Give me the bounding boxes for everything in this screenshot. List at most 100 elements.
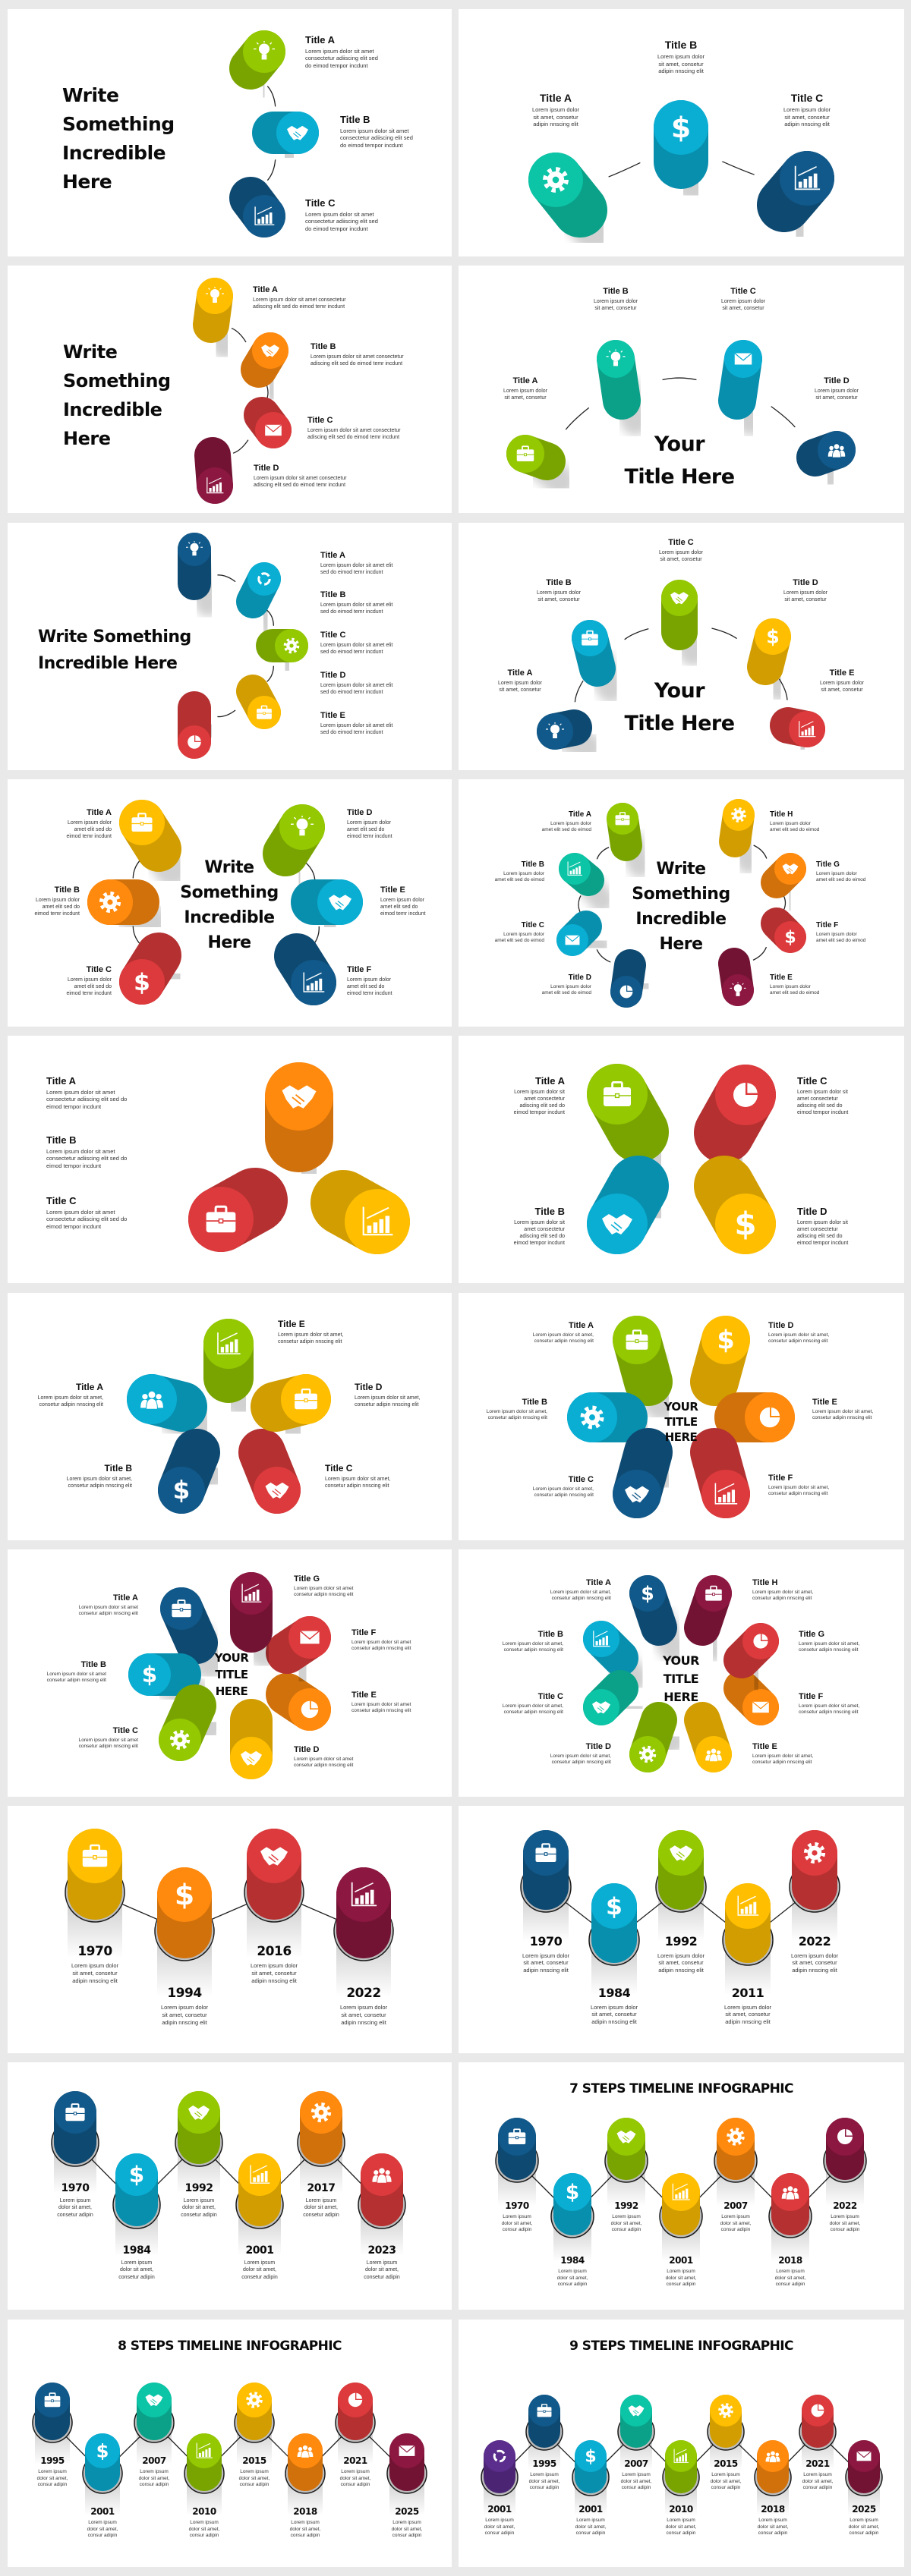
item-pin[interactable] (127, 1374, 216, 1447)
timeline-node[interactable] (32, 2383, 73, 2465)
timeline-node[interactable] (244, 1829, 304, 1958)
timeline-node[interactable]: $ (550, 2173, 594, 2262)
timeline-node[interactable] (520, 1830, 572, 1942)
item-pin[interactable] (193, 278, 240, 360)
item-pin[interactable] (770, 707, 825, 760)
timeline-node[interactable] (525, 2395, 563, 2471)
item-pin[interactable] (203, 1319, 263, 1418)
infographic-slide[interactable]: $ YOUR TITLE HERE Title A Lorem ipsum dolor s… (459, 1293, 904, 1540)
timeline-slide[interactable]: $1970 Lorem ipsum dolor sit amet, consetu… (459, 1806, 904, 2053)
timeline-node[interactable] (495, 2118, 539, 2206)
item-pin[interactable]: $ (158, 1429, 229, 1514)
item-pin[interactable] (244, 397, 292, 450)
item-pin[interactable] (559, 853, 615, 913)
timeline-node[interactable] (234, 2383, 275, 2465)
item-pin[interactable] (251, 1374, 331, 1447)
timeline-node[interactable] (386, 2433, 427, 2516)
item-pin[interactable] (238, 1429, 301, 1514)
item-pin[interactable] (266, 1616, 331, 1690)
timeline-node[interactable] (659, 2173, 703, 2262)
timeline-node[interactable] (845, 2440, 883, 2516)
item-pin[interactable] (528, 153, 616, 252)
item-pin[interactable] (119, 800, 191, 887)
item-pin[interactable] (178, 533, 222, 617)
item-pin[interactable]: $ (119, 933, 191, 1005)
infographic-slide[interactable]: Write Something Incredible Here Title A Lor… (8, 523, 452, 770)
item-pin[interactable] (613, 1316, 682, 1421)
item-pin[interactable] (263, 804, 325, 892)
item-pin[interactable] (583, 1670, 649, 1725)
item-pin[interactable] (230, 1572, 282, 1669)
item-pin[interactable] (690, 1428, 750, 1518)
item-pin[interactable]: $ (747, 618, 794, 702)
item-pin[interactable] (610, 949, 657, 1008)
timeline-node[interactable] (707, 2395, 745, 2471)
timeline-node[interactable] (335, 2383, 376, 2465)
item-pin[interactable] (236, 562, 281, 635)
item-pin[interactable] (537, 709, 603, 763)
timeline-node[interactable] (481, 2440, 519, 2516)
item-pin[interactable] (229, 30, 285, 105)
timeline-node[interactable] (799, 2395, 837, 2471)
item-pin[interactable] (160, 1587, 228, 1680)
item-pin[interactable] (661, 580, 708, 667)
item-pin[interactable]: $ (694, 1156, 776, 1254)
item-pin[interactable] (310, 1170, 410, 1254)
item-pin[interactable] (572, 620, 626, 703)
item-pin[interactable] (241, 332, 288, 404)
infographic-slide[interactable]: $ Title A Lorem ipsum dolor sit amet conse… (459, 1036, 904, 1283)
timeline-node[interactable] (789, 1830, 840, 1942)
item-pin[interactable] (230, 1699, 282, 1779)
infographic-slide[interactable]: $ YOUR TITLE HERE Title A Lorem ipsum dolor s… (8, 1549, 452, 1797)
timeline-node[interactable] (754, 2440, 792, 2516)
timeline-node[interactable]: $ (154, 1867, 215, 1997)
infographic-slide[interactable]: Write Something Incredible Here Title A Lorem… (8, 9, 452, 256)
infographic-slide[interactable]: $ Title A Lorem ipsum dolor sit amet, cons… (8, 1293, 452, 1540)
timeline-slide[interactable]: $7 STEPS TIMELINE INFOGRAPHIC 1970 Lorem i… (459, 2062, 904, 2310)
item-pin[interactable] (252, 112, 319, 170)
item-pin[interactable] (607, 803, 653, 878)
item-pin[interactable] (684, 1575, 732, 1662)
infographic-slide[interactable]: $ YOUR TITLE HERE Title A Lorem ipsum dolor s… (459, 1549, 904, 1797)
item-pin[interactable] (718, 948, 761, 1006)
item-pin[interactable] (694, 1065, 776, 1177)
infographic-slide[interactable]: $ Write Something Incredible Here Title A Lore… (8, 779, 452, 1027)
timeline-node[interactable] (358, 2153, 406, 2257)
infographic-slide[interactable]: Title A Lorem ipsum dolor sit amet consec… (8, 1036, 452, 1283)
item-pin[interactable] (194, 437, 241, 504)
item-pin[interactable] (757, 151, 834, 247)
item-pin[interactable] (796, 431, 856, 492)
item-pin[interactable]: $ (690, 1316, 750, 1421)
timeline-node[interactable] (604, 2118, 648, 2206)
timeline-node[interactable] (235, 2153, 284, 2257)
timeline-node[interactable]: $ (82, 2433, 123, 2516)
item-pin[interactable] (87, 879, 169, 940)
item-pin[interactable] (229, 177, 285, 237)
timeline-node[interactable] (714, 2118, 758, 2206)
timeline-node[interactable] (51, 2091, 99, 2194)
item-pin[interactable] (159, 1684, 226, 1761)
item-pin[interactable] (714, 1392, 795, 1458)
item-pin[interactable] (718, 340, 766, 436)
timeline-node[interactable] (617, 2395, 655, 2471)
item-pin[interactable]: $ (761, 907, 806, 956)
timeline-node[interactable] (285, 2433, 326, 2516)
item-pin[interactable]: $ (629, 1575, 688, 1662)
infographic-slide[interactable]: Write Something Incredible Here Title A Lorem… (8, 266, 452, 513)
item-pin[interactable] (178, 691, 222, 759)
timeline-node[interactable] (297, 2091, 345, 2194)
timeline-slide[interactable]: $8 STEPS TIMELINE INFOGRAPHIC 1995 Lorem i… (8, 2320, 452, 2567)
timeline-slide[interactable]: $1970 Lorem ipsum dolor sit amet, consetu… (8, 2062, 452, 2310)
infographic-slide[interactable]: $ Write Something Incredible Here Title A Lore… (459, 779, 904, 1027)
item-pin[interactable] (291, 879, 363, 940)
timeline-node[interactable] (175, 2091, 223, 2194)
timeline-node[interactable] (722, 1883, 774, 1995)
timeline-node[interactable] (768, 2173, 812, 2262)
timeline-node[interactable] (184, 2433, 225, 2516)
item-pin[interactable] (723, 1670, 779, 1725)
item-pin[interactable] (629, 1702, 688, 1772)
item-pin[interactable] (236, 675, 281, 729)
timeline-node[interactable]: $ (588, 1883, 640, 1995)
timeline-slide[interactable]: $9 STEPS TIMELINE INFOGRAPHIC 2001 Lorem i… (459, 2320, 904, 2567)
timeline-node[interactable] (662, 2440, 700, 2516)
